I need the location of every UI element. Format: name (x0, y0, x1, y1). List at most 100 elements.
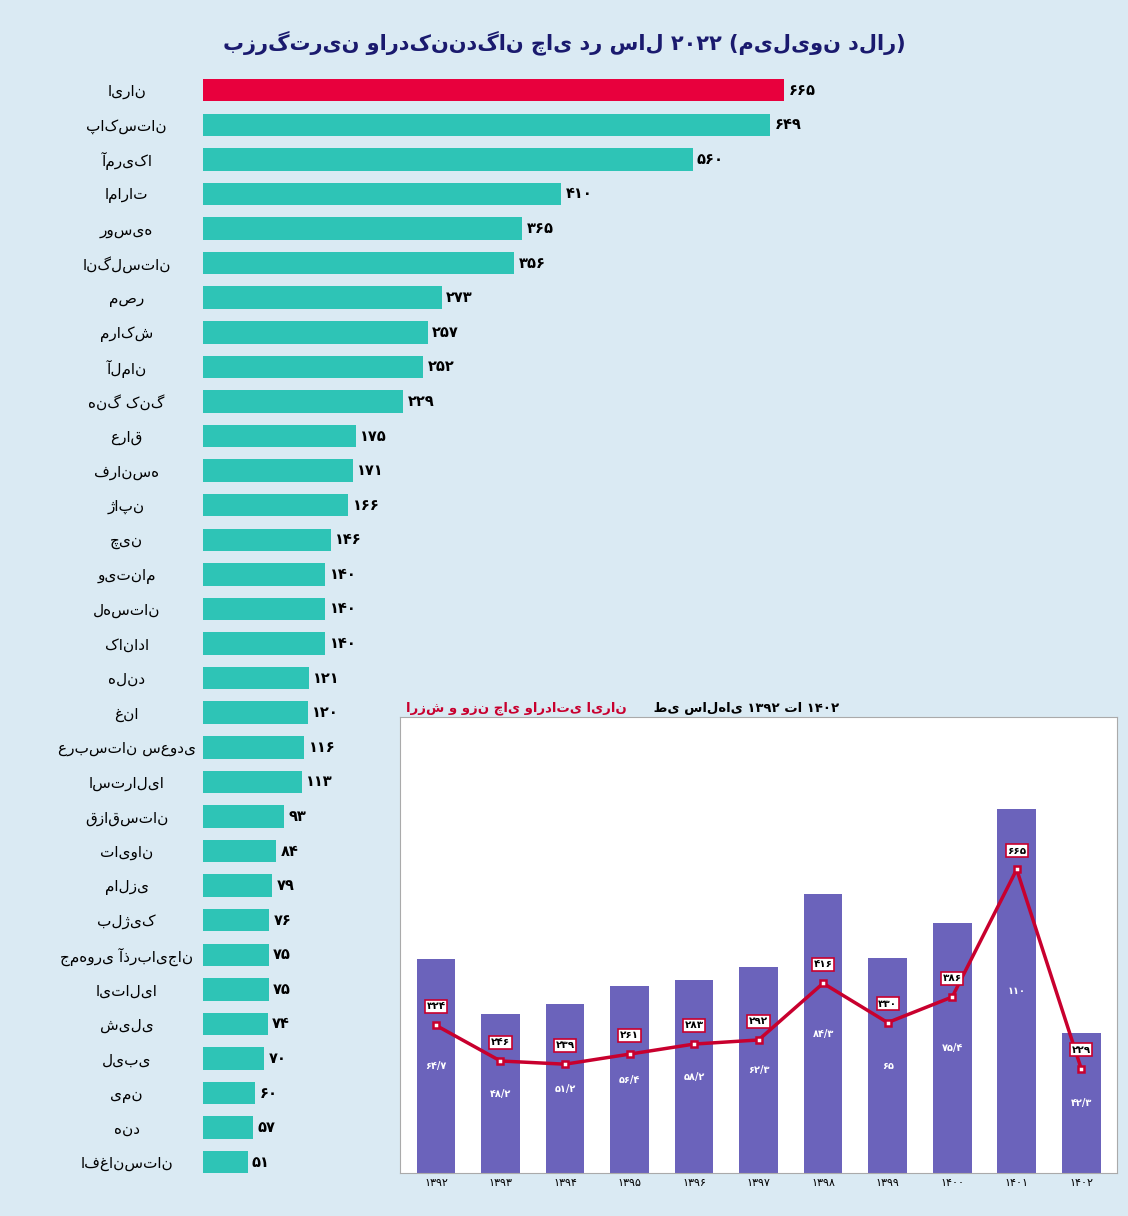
Bar (203, 321, 428, 344)
Text: ۱۷۱: ۱۷۱ (356, 463, 384, 478)
Text: ۷۵: ۷۵ (273, 947, 291, 962)
Text: ۶۵: ۶۵ (882, 1060, 893, 1070)
Text: ۷۹: ۷۹ (276, 878, 294, 893)
Bar (203, 944, 268, 966)
Text: ۱۱۶: ۱۱۶ (309, 739, 335, 755)
Text: ۴۲/۳: ۴۲/۳ (1070, 1098, 1092, 1108)
Text: ۲۳۹: ۲۳۹ (555, 1041, 574, 1051)
Bar (203, 598, 325, 620)
Text: ۶۶۵: ۶۶۵ (1007, 845, 1026, 856)
Text: ۱۱۰: ۱۱۰ (1007, 986, 1025, 996)
Text: ۲۵۲: ۲۵۲ (428, 360, 455, 375)
Bar (203, 1047, 264, 1070)
Bar (203, 287, 442, 309)
Text: ۳۸۶: ۳۸۶ (943, 973, 962, 983)
Text: ۲۶۱: ۲۶۱ (620, 1030, 640, 1040)
Text: ۳۳۰: ۳۳۰ (878, 998, 897, 1009)
Text: ۲۷۳: ۲۷۳ (446, 291, 473, 305)
Bar (203, 390, 403, 412)
Bar (416, 959, 456, 1173)
Text: ۷۰: ۷۰ (268, 1051, 287, 1066)
Text: ۴۱۶: ۴۱۶ (813, 959, 832, 969)
Bar (1061, 1034, 1101, 1173)
Text: ۷۵/۴: ۷۵/۴ (942, 1043, 963, 1053)
Text: ۳۵۶: ۳۵۶ (519, 255, 546, 271)
Bar (203, 148, 693, 170)
Text: ۵۷: ۵۷ (257, 1120, 275, 1136)
Text: ۱۲۱: ۱۲۱ (314, 670, 340, 686)
Text: ۴۸/۲: ۴۸/۲ (490, 1088, 511, 1098)
Text: بزرگ‌ترین واردکنندگان چای در سال ۲۰۲۲ (میلیون دلار): بزرگ‌ترین واردکنندگان چای در سال ۲۰۲۲ (م… (222, 30, 906, 55)
Text: ۵۱/۲: ۵۱/۲ (554, 1083, 575, 1093)
Bar (203, 355, 423, 378)
Bar (203, 771, 302, 793)
Text: ۷۶: ۷۶ (274, 913, 292, 928)
Bar (610, 986, 649, 1173)
Text: ۹۳: ۹۳ (289, 809, 307, 824)
Bar (997, 809, 1036, 1173)
Text: ۸۴/۳: ۸۴/۳ (812, 1029, 834, 1038)
Bar (546, 1003, 584, 1173)
Text: ۶۲/۳: ۶۲/۳ (748, 1065, 769, 1075)
Bar (203, 632, 325, 654)
Text: ۷۵: ۷۵ (273, 981, 291, 997)
Bar (203, 79, 784, 101)
Text: ۱۲۰: ۱۲۰ (312, 705, 340, 720)
Bar (203, 736, 305, 759)
Text: ۲۸۳: ۲۸۳ (685, 1020, 704, 1030)
Text: ۲۲۹: ۲۲۹ (407, 394, 434, 409)
Text: ۵۸/۲: ۵۸/۲ (684, 1073, 705, 1082)
Text: ۶۶۵: ۶۶۵ (788, 83, 816, 97)
Text: ۲۹۲: ۲۹۲ (749, 1017, 768, 1026)
Text: ۱۴۰: ۱۴۰ (329, 602, 356, 617)
Text: ۶۰: ۶۰ (259, 1086, 277, 1100)
Text: ۲۲۹: ۲۲۹ (1072, 1045, 1091, 1054)
Bar (203, 666, 309, 689)
Text: ۳۲۴: ۳۲۴ (426, 1002, 446, 1012)
Bar (869, 958, 907, 1173)
Text: ۶۴/۷: ۶۴/۷ (425, 1062, 447, 1071)
Text: ۲۴۶: ۲۴۶ (491, 1037, 510, 1047)
Text: ۱۴۰: ۱۴۰ (329, 636, 356, 651)
Bar (482, 1014, 520, 1173)
Bar (203, 702, 308, 724)
Text: ۸۴: ۸۴ (281, 844, 299, 858)
Text: ۶۴۹: ۶۴۹ (775, 117, 802, 133)
Bar (203, 908, 270, 931)
Text: ۵۶۰: ۵۶۰ (697, 152, 724, 167)
Bar (675, 980, 713, 1173)
Bar (203, 113, 770, 136)
Bar (203, 460, 353, 482)
Text: ۱۴۶: ۱۴۶ (335, 533, 362, 547)
Bar (739, 967, 778, 1173)
Bar (203, 1013, 267, 1035)
Bar (203, 840, 276, 862)
Text: ارزش و وزن چای وارداتی ایران: ارزش و وزن چای وارداتی ایران (406, 702, 627, 715)
Text: ۷۴: ۷۴ (272, 1017, 290, 1031)
Bar (203, 218, 522, 240)
Text: طی سال‌های ۱۳۹۲ تا ۱۴۰۲: طی سال‌های ۱۳۹۲ تا ۱۴۰۲ (649, 702, 839, 715)
Bar (203, 494, 349, 517)
Bar (203, 874, 272, 897)
Bar (203, 1082, 255, 1104)
Text: ۱۷۵: ۱۷۵ (361, 428, 387, 444)
Text: ۱۱۳: ۱۱۳ (306, 775, 333, 789)
Bar (203, 805, 284, 828)
Text: ۴۱۰: ۴۱۰ (566, 186, 592, 202)
Bar (203, 182, 562, 206)
Bar (203, 529, 331, 551)
Text: ۲۵۷: ۲۵۷ (432, 325, 459, 339)
Text: ۵۶/۴: ۵۶/۴ (619, 1075, 641, 1085)
Bar (804, 894, 843, 1173)
Bar (933, 923, 971, 1173)
Bar (203, 1152, 248, 1173)
Text: ۱۶۶: ۱۶۶ (353, 497, 379, 513)
Text: ۳۶۵: ۳۶۵ (527, 221, 554, 236)
Bar (203, 1116, 253, 1139)
Bar (203, 252, 514, 275)
Text: ۱۴۰: ۱۴۰ (329, 567, 356, 582)
Bar (203, 424, 356, 447)
Text: ۵۱: ۵۱ (252, 1155, 270, 1170)
Bar (203, 563, 325, 586)
Bar (203, 978, 268, 1001)
